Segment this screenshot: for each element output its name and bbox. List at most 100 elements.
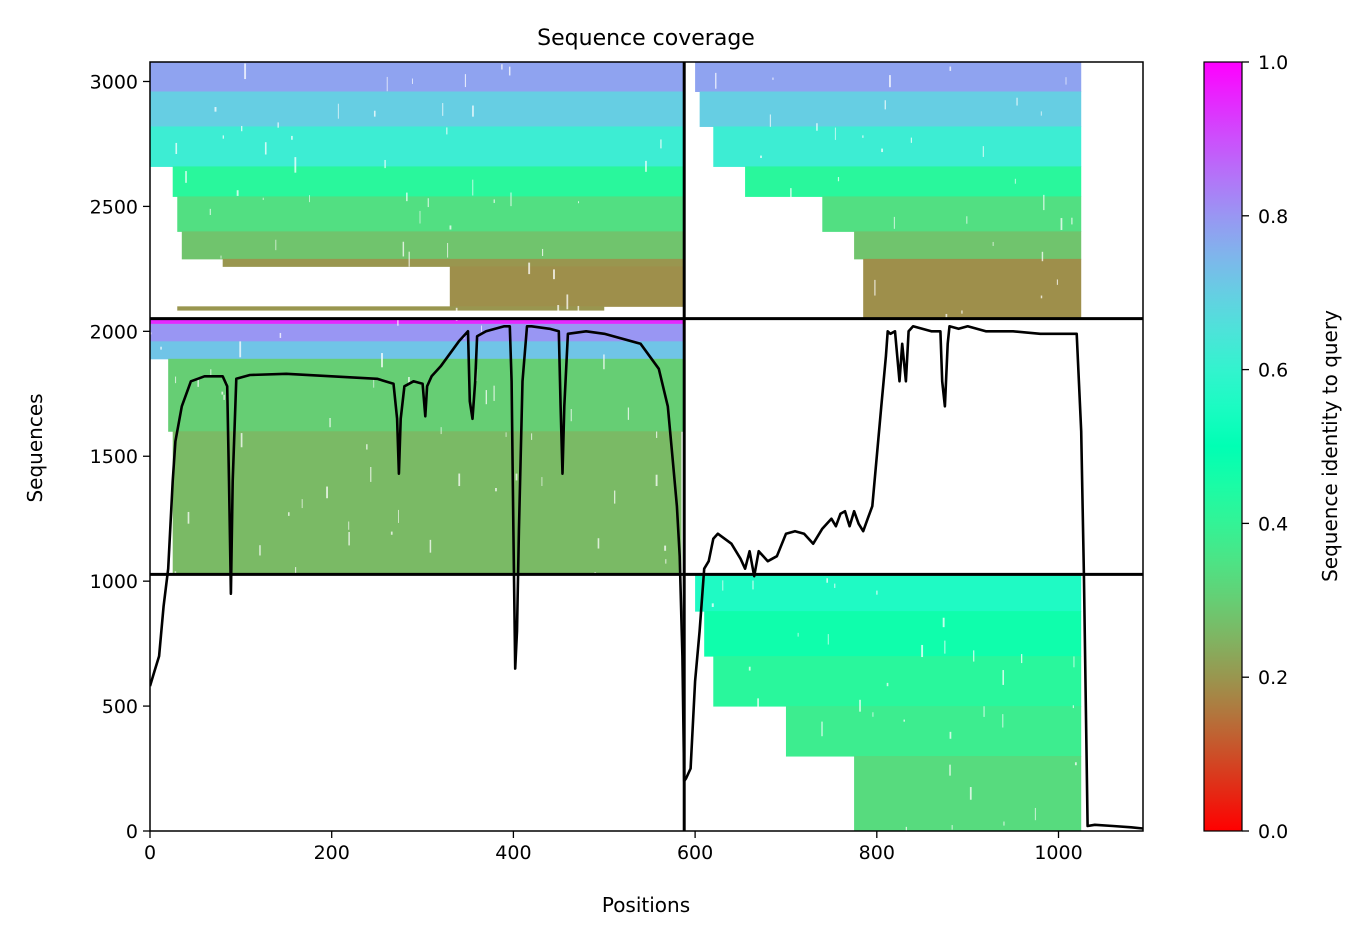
gap-streak — [859, 699, 861, 712]
gap-streak — [949, 66, 952, 71]
gap-streak — [834, 127, 836, 140]
msa-band — [150, 62, 685, 92]
colorbar-tick-label: 0.0 — [1258, 821, 1288, 843]
gap-streak — [259, 545, 261, 556]
msa-block-2 — [695, 62, 1082, 320]
gap-streak — [1071, 217, 1073, 225]
gap-streak — [214, 107, 217, 112]
msa-band — [704, 611, 1082, 657]
coverage-line — [150, 324, 1143, 830]
gap-streak — [973, 650, 975, 662]
gap-streak — [656, 431, 658, 438]
gap-streak — [951, 825, 953, 830]
gap-streak — [665, 559, 667, 564]
colorbar-label: Sequence identity to query — [1318, 310, 1342, 582]
gap-streak — [381, 353, 383, 368]
gap-streak — [790, 188, 792, 204]
msa-band — [181, 231, 685, 260]
gap-streak — [1065, 77, 1067, 85]
msa-band — [150, 341, 685, 360]
gap-streak — [209, 208, 211, 215]
gap-streak — [578, 201, 580, 204]
gap-streak — [220, 255, 222, 259]
gap-streak — [458, 473, 461, 487]
gap-streak — [862, 135, 864, 138]
x-tick-label: 0 — [144, 842, 156, 864]
gap-streak — [277, 122, 279, 128]
gap-streak — [664, 545, 667, 551]
gap-streak — [797, 632, 799, 637]
gap-streak — [515, 473, 518, 481]
x-axis-label: Positions — [602, 893, 690, 917]
gap-streak — [1074, 762, 1077, 766]
gap-streak — [348, 521, 350, 530]
colorbar-tick-label: 0.2 — [1258, 667, 1288, 689]
gap-streak — [397, 319, 399, 326]
colorbar-tick-label: 0.6 — [1258, 360, 1288, 382]
gap-streak — [884, 100, 886, 110]
y-tick-label: 2500 — [90, 196, 138, 218]
x-tick-label: 600 — [677, 842, 713, 864]
gap-streak — [757, 698, 759, 712]
gap-streak — [370, 467, 372, 482]
gap-streak — [949, 731, 952, 739]
gap-streak — [386, 76, 388, 92]
gap-streak — [326, 486, 328, 499]
gap-streak — [366, 444, 368, 450]
gap-streak — [826, 578, 828, 583]
colorbar: 0.0 0.2 0.4 0.6 0.8 1.0 Sequence identity to … — [1203, 52, 1342, 843]
gap-streak — [197, 377, 199, 387]
gap-streak — [301, 499, 303, 509]
gap-streak — [241, 125, 243, 132]
gap-streak — [874, 279, 876, 296]
gap-streak — [472, 179, 474, 196]
gap-streak — [760, 155, 762, 158]
plot-frame — [149, 61, 1144, 832]
gap-streak — [752, 580, 754, 590]
gap-streak — [722, 580, 724, 591]
gap-streak — [337, 103, 339, 119]
gap-streak — [1040, 111, 1042, 116]
x-tick-label: 800 — [859, 842, 895, 864]
colorbar-tick-label: 0.8 — [1258, 206, 1288, 228]
gap-streak — [553, 269, 555, 280]
gap-streak — [446, 127, 448, 135]
gap-streak — [1034, 807, 1036, 821]
gap-streak — [966, 216, 968, 224]
gap-streak — [402, 241, 405, 257]
gap-streak — [969, 787, 972, 800]
gap-streak — [827, 634, 829, 645]
msa-band — [863, 258, 1082, 320]
msa-band — [172, 166, 685, 197]
gap-streak — [160, 346, 162, 350]
msa-band — [713, 656, 1082, 707]
msa-band — [699, 91, 1082, 127]
gap-streak — [570, 409, 572, 422]
gap-streak — [210, 369, 212, 376]
gap-streak — [429, 539, 432, 553]
gap-streak — [464, 74, 467, 88]
gap-streak — [408, 251, 410, 267]
x-tick-label: 1000 — [1034, 842, 1082, 864]
gap-streak — [1060, 218, 1063, 230]
gap-streak — [1043, 194, 1045, 211]
gap-streak — [645, 160, 647, 172]
gap-streak — [505, 432, 507, 437]
colorbar-gradient — [1203, 61, 1243, 832]
msa-band — [713, 126, 1082, 167]
gap-streak — [942, 617, 945, 628]
gap-streak — [876, 590, 878, 595]
msa-band — [172, 431, 682, 575]
gap-streak — [748, 666, 751, 671]
gap-streak — [223, 394, 225, 400]
gap-streak — [455, 307, 458, 321]
gap-streak — [411, 78, 413, 84]
y-tick-label: 2000 — [90, 321, 138, 343]
gap-streak — [373, 110, 376, 117]
gap-streak — [495, 488, 497, 492]
gap-streak — [660, 139, 662, 149]
x-tick-label: 400 — [495, 842, 531, 864]
gap-streak — [244, 63, 247, 80]
gap-streak — [294, 157, 297, 173]
gap-streak — [510, 192, 512, 207]
